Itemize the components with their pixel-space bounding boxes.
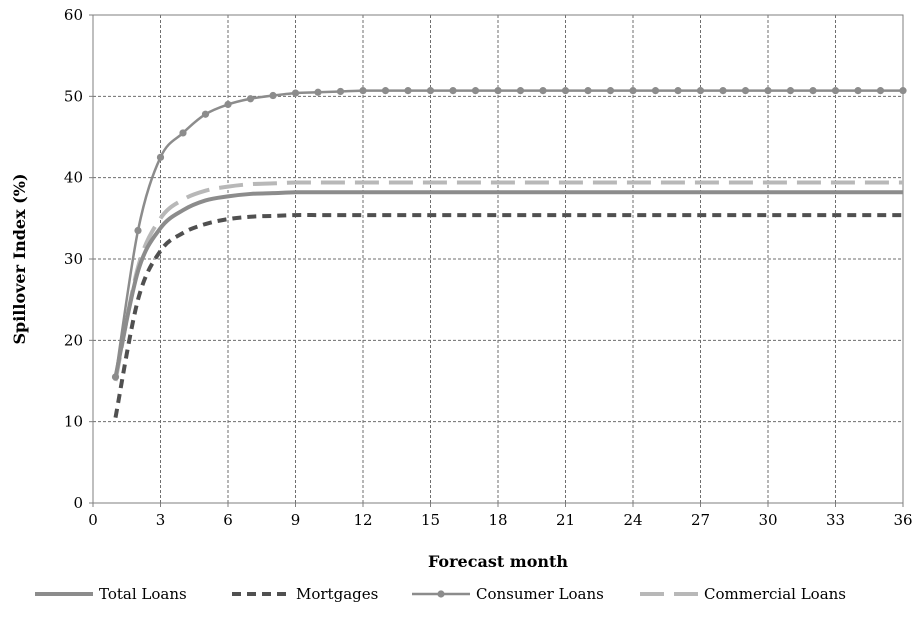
series-line xyxy=(114,89,903,378)
legend-marker xyxy=(437,590,445,598)
data-point xyxy=(696,87,705,95)
data-point xyxy=(539,87,547,95)
series-line xyxy=(113,213,903,418)
y-tick-label: 50 xyxy=(64,87,83,105)
legend-item: Commercial Loans xyxy=(640,585,846,603)
legend-label: Commercial Loans xyxy=(704,585,846,603)
data-point xyxy=(381,87,390,95)
data-point xyxy=(404,87,412,95)
data-point xyxy=(291,89,300,97)
data-point xyxy=(561,87,570,95)
x-tick-label: 18 xyxy=(488,511,507,529)
data-point xyxy=(201,110,210,118)
y-tick-label: 10 xyxy=(64,413,83,431)
x-tick-label: 12 xyxy=(353,511,372,529)
data-point xyxy=(809,87,817,95)
legend: Total Loans Mortgages Consumer Loans Commer… xyxy=(35,585,846,603)
x-tick-label: 24 xyxy=(623,511,642,529)
data-point xyxy=(449,87,457,95)
data-point xyxy=(359,87,367,95)
series-total-loans xyxy=(113,190,903,378)
series-line xyxy=(113,190,903,378)
data-point xyxy=(314,88,322,96)
data-point xyxy=(471,87,480,95)
data-point xyxy=(876,87,885,95)
series-line xyxy=(113,180,903,382)
data-point xyxy=(674,87,682,95)
data-point xyxy=(651,87,660,95)
data-point xyxy=(516,87,525,95)
data-point xyxy=(224,100,232,109)
data-point xyxy=(764,87,772,95)
data-point xyxy=(269,91,277,100)
data-point xyxy=(179,129,187,137)
legend-item: Mortgages xyxy=(232,585,378,603)
x-axis-ticks: 0 3 6 9 12 15 18 21 24 27 30 33 36 xyxy=(88,503,913,529)
x-tick-label: 36 xyxy=(893,511,912,529)
data-point xyxy=(134,226,142,235)
data-point xyxy=(584,87,592,95)
x-tick-label: 6 xyxy=(223,511,233,529)
data-point xyxy=(111,373,120,381)
y-tick-label: 20 xyxy=(64,331,83,349)
data-point xyxy=(246,95,255,103)
y-tick-label: 60 xyxy=(64,6,83,24)
x-tick-label: 0 xyxy=(88,511,98,529)
legend-label: Total Loans xyxy=(99,585,187,603)
x-axis-title: Forecast month xyxy=(428,552,568,571)
series-layer xyxy=(111,87,907,418)
series-commercial-loans xyxy=(113,180,903,382)
data-point xyxy=(786,87,795,95)
data-point xyxy=(629,87,637,95)
x-tick-label: 33 xyxy=(826,511,845,529)
x-tick-label: 3 xyxy=(156,511,166,529)
x-tick-label: 9 xyxy=(291,511,301,529)
series-consumer-loans xyxy=(111,87,907,381)
y-tick-label: 40 xyxy=(64,169,83,187)
series-mortgages xyxy=(113,213,903,418)
x-tick-label: 30 xyxy=(758,511,777,529)
x-tick-label: 27 xyxy=(691,511,710,529)
legend-label: Consumer Loans xyxy=(476,585,604,603)
data-point xyxy=(156,153,165,161)
data-point xyxy=(426,87,435,95)
y-axis-title: Spillover Index (%) xyxy=(10,173,29,344)
data-point xyxy=(336,87,345,96)
grid xyxy=(93,15,903,503)
x-tick-label: 21 xyxy=(556,511,575,529)
legend-label: Mortgages xyxy=(296,585,378,603)
y-tick-label: 0 xyxy=(73,494,83,512)
data-point xyxy=(606,87,615,95)
data-point xyxy=(831,87,840,95)
y-axis-ticks: 0 10 20 30 40 50 60 xyxy=(64,6,93,512)
data-point xyxy=(719,87,727,95)
legend-item: Total Loans xyxy=(35,585,187,603)
x-tick-label: 15 xyxy=(421,511,440,529)
legend-item: Consumer Loans xyxy=(412,585,604,603)
data-point xyxy=(494,87,502,95)
y-tick-label: 30 xyxy=(64,250,83,268)
data-point xyxy=(899,87,907,95)
data-point xyxy=(854,87,862,95)
data-point xyxy=(741,87,750,95)
